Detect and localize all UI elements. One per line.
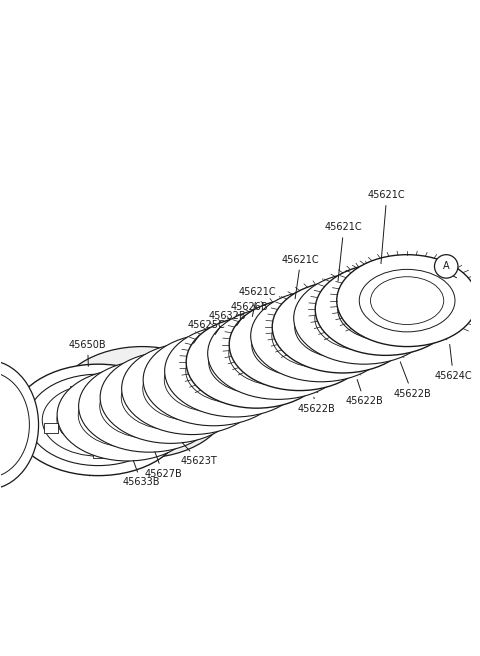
Ellipse shape [337,255,478,346]
Text: 45623T: 45623T [180,443,217,466]
Polygon shape [44,423,58,432]
Text: 45622B: 45622B [298,397,336,414]
Polygon shape [104,383,121,395]
Ellipse shape [338,278,433,340]
Ellipse shape [0,372,29,478]
Ellipse shape [294,272,434,364]
Ellipse shape [272,281,413,373]
Ellipse shape [78,383,177,447]
Text: 45632B: 45632B [209,311,246,335]
Text: 45637B: 45637B [0,655,1,656]
Ellipse shape [186,339,284,403]
Ellipse shape [100,374,198,438]
Ellipse shape [57,369,198,461]
Ellipse shape [272,304,371,368]
Text: A: A [443,261,450,272]
Text: 45621C: 45621C [239,287,276,316]
Ellipse shape [42,384,154,456]
Ellipse shape [229,321,327,386]
Polygon shape [93,449,113,459]
Ellipse shape [208,308,348,400]
Text: 45621C: 45621C [325,222,362,281]
Ellipse shape [165,325,305,417]
Ellipse shape [164,348,263,412]
Ellipse shape [143,356,241,420]
Text: 45621C: 45621C [368,190,406,264]
Text: 45622B: 45622B [346,380,384,406]
Ellipse shape [252,314,348,376]
Polygon shape [134,420,148,430]
Text: 45625C: 45625C [187,320,225,343]
Text: 45624C: 45624C [434,344,472,381]
Text: 45626B: 45626B [230,302,268,325]
Ellipse shape [295,296,390,358]
Ellipse shape [121,365,220,430]
Ellipse shape [251,290,392,382]
Polygon shape [70,386,87,398]
Text: 45642B: 45642B [0,655,1,656]
Ellipse shape [209,331,304,394]
Ellipse shape [315,264,456,356]
Ellipse shape [12,364,184,476]
Ellipse shape [0,360,38,489]
Ellipse shape [359,270,455,332]
Ellipse shape [56,346,228,458]
Ellipse shape [315,286,413,350]
Ellipse shape [371,277,444,325]
Text: 45621C: 45621C [282,255,320,299]
Ellipse shape [229,298,370,390]
Ellipse shape [79,384,161,438]
Ellipse shape [434,255,458,278]
Text: 45627B: 45627B [144,452,182,479]
Ellipse shape [57,393,140,447]
Text: 45633B: 45633B [122,461,160,487]
Ellipse shape [79,360,219,452]
Ellipse shape [100,352,241,443]
Ellipse shape [121,342,263,434]
Text: 45650B: 45650B [69,340,107,366]
Ellipse shape [143,334,284,426]
Text: 45622B: 45622B [394,362,431,398]
Ellipse shape [186,316,327,408]
Ellipse shape [28,374,169,466]
